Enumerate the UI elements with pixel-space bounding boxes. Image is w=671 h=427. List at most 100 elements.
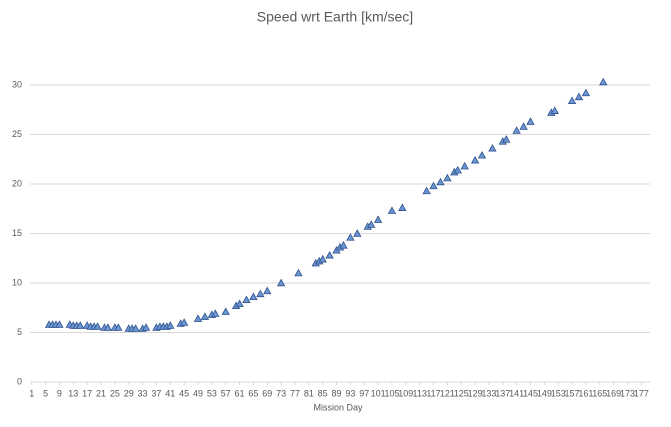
data-point bbox=[470, 155, 480, 164]
data-point bbox=[256, 289, 265, 298]
data-point bbox=[179, 318, 189, 326]
x-axis-label: Mission Day bbox=[313, 402, 363, 412]
x-tick-label: 61 bbox=[235, 388, 245, 398]
x-tick-label: 157 bbox=[565, 388, 580, 398]
data-point bbox=[550, 106, 559, 114]
data-point bbox=[193, 314, 203, 322]
data-point bbox=[526, 117, 535, 125]
data-point bbox=[325, 250, 334, 259]
x-tick-label: 97 bbox=[359, 388, 369, 398]
x-tick-label: 177 bbox=[634, 388, 649, 398]
data-point bbox=[235, 299, 244, 307]
data-point bbox=[131, 324, 140, 332]
y-tick-label: 30 bbox=[12, 79, 22, 89]
y-tick-label: 5 bbox=[17, 327, 22, 337]
x-tick-label: 5 bbox=[43, 388, 48, 398]
x-tick-label: 105 bbox=[384, 388, 399, 398]
data-point bbox=[166, 321, 175, 329]
x-tick-label: 149 bbox=[537, 388, 552, 398]
x-tick-label: 145 bbox=[523, 388, 538, 398]
data-point bbox=[141, 323, 151, 331]
data-point bbox=[318, 254, 327, 263]
x-tick-label: 33 bbox=[138, 388, 148, 398]
x-tick-label: 13 bbox=[68, 388, 78, 398]
data-point bbox=[436, 177, 445, 186]
y-tick-label: 20 bbox=[12, 178, 22, 188]
x-tick-label: 49 bbox=[193, 388, 203, 398]
x-tick-label: 25 bbox=[110, 388, 120, 398]
data-point bbox=[519, 122, 528, 130]
x-tick-label: 89 bbox=[332, 388, 342, 398]
x-tick-label: 169 bbox=[606, 388, 621, 398]
data-point bbox=[460, 161, 469, 170]
data-point bbox=[422, 186, 431, 195]
x-tick-label: 121 bbox=[440, 388, 455, 398]
x-tick-label: 29 bbox=[124, 388, 134, 398]
chart-title: Speed wrt Earth [km/sec] bbox=[257, 9, 413, 25]
x-tick-label: 173 bbox=[620, 388, 635, 398]
data-point bbox=[294, 268, 303, 277]
data-point bbox=[574, 92, 584, 101]
x-tick-label: 161 bbox=[578, 388, 593, 398]
y-tick-label: 15 bbox=[12, 228, 22, 238]
data-point bbox=[221, 307, 230, 315]
x-tick-label: 1 bbox=[29, 388, 34, 398]
x-tick-label: 69 bbox=[262, 388, 272, 398]
data-point bbox=[477, 150, 487, 159]
x-tick-label: 73 bbox=[276, 388, 286, 398]
x-tick-label: 65 bbox=[248, 388, 258, 398]
x-tick-label: 117 bbox=[426, 388, 440, 398]
x-tick-label: 77 bbox=[290, 388, 300, 398]
data-point bbox=[373, 215, 383, 223]
x-tick-label: 85 bbox=[318, 388, 328, 398]
x-tick-label: 41 bbox=[165, 388, 175, 398]
data-point bbox=[353, 229, 362, 237]
data-point bbox=[512, 126, 521, 134]
data-point bbox=[488, 144, 497, 152]
data-point bbox=[567, 96, 577, 105]
data-point bbox=[429, 181, 438, 190]
data-point bbox=[249, 292, 258, 301]
data-point bbox=[55, 320, 64, 328]
data-point bbox=[387, 206, 397, 214]
x-tick-label: 133 bbox=[481, 388, 496, 398]
data-point bbox=[339, 241, 348, 249]
x-tick-label: 101 bbox=[371, 388, 386, 398]
x-tick-label: 21 bbox=[96, 388, 106, 398]
x-tick-label: 53 bbox=[207, 388, 217, 398]
y-tick-label: 10 bbox=[12, 277, 22, 287]
data-point bbox=[93, 322, 102, 330]
data-point bbox=[443, 173, 452, 182]
x-tick-label: 109 bbox=[398, 388, 413, 398]
data-point bbox=[263, 286, 272, 295]
data-point bbox=[103, 323, 113, 331]
data-point bbox=[366, 220, 376, 228]
data-point bbox=[76, 321, 85, 329]
data-point bbox=[211, 309, 220, 317]
x-tick-label: 81 bbox=[304, 388, 314, 398]
x-tick-label: 137 bbox=[495, 388, 510, 398]
data-point bbox=[276, 278, 286, 287]
x-tick-label: 125 bbox=[454, 388, 469, 398]
x-tick-label: 93 bbox=[345, 388, 355, 398]
x-tick-label: 153 bbox=[551, 388, 566, 398]
x-tick-label: 57 bbox=[221, 388, 231, 398]
data-point bbox=[114, 323, 123, 331]
data-point bbox=[242, 295, 251, 304]
x-tick-label: 141 bbox=[509, 388, 524, 398]
data-point bbox=[581, 88, 591, 97]
data-point bbox=[599, 77, 608, 86]
x-tick-label: 9 bbox=[57, 388, 62, 398]
data-point bbox=[453, 165, 462, 174]
x-tick-label: 113 bbox=[412, 388, 426, 398]
x-tick-label: 37 bbox=[151, 388, 161, 398]
data-point bbox=[200, 312, 210, 320]
data-point bbox=[346, 233, 355, 241]
y-tick-label: 0 bbox=[17, 376, 22, 386]
x-tick-label: 129 bbox=[468, 388, 483, 398]
data-point bbox=[502, 135, 511, 143]
x-tick-label: 165 bbox=[592, 388, 607, 398]
x-tick-label: 45 bbox=[179, 388, 189, 398]
